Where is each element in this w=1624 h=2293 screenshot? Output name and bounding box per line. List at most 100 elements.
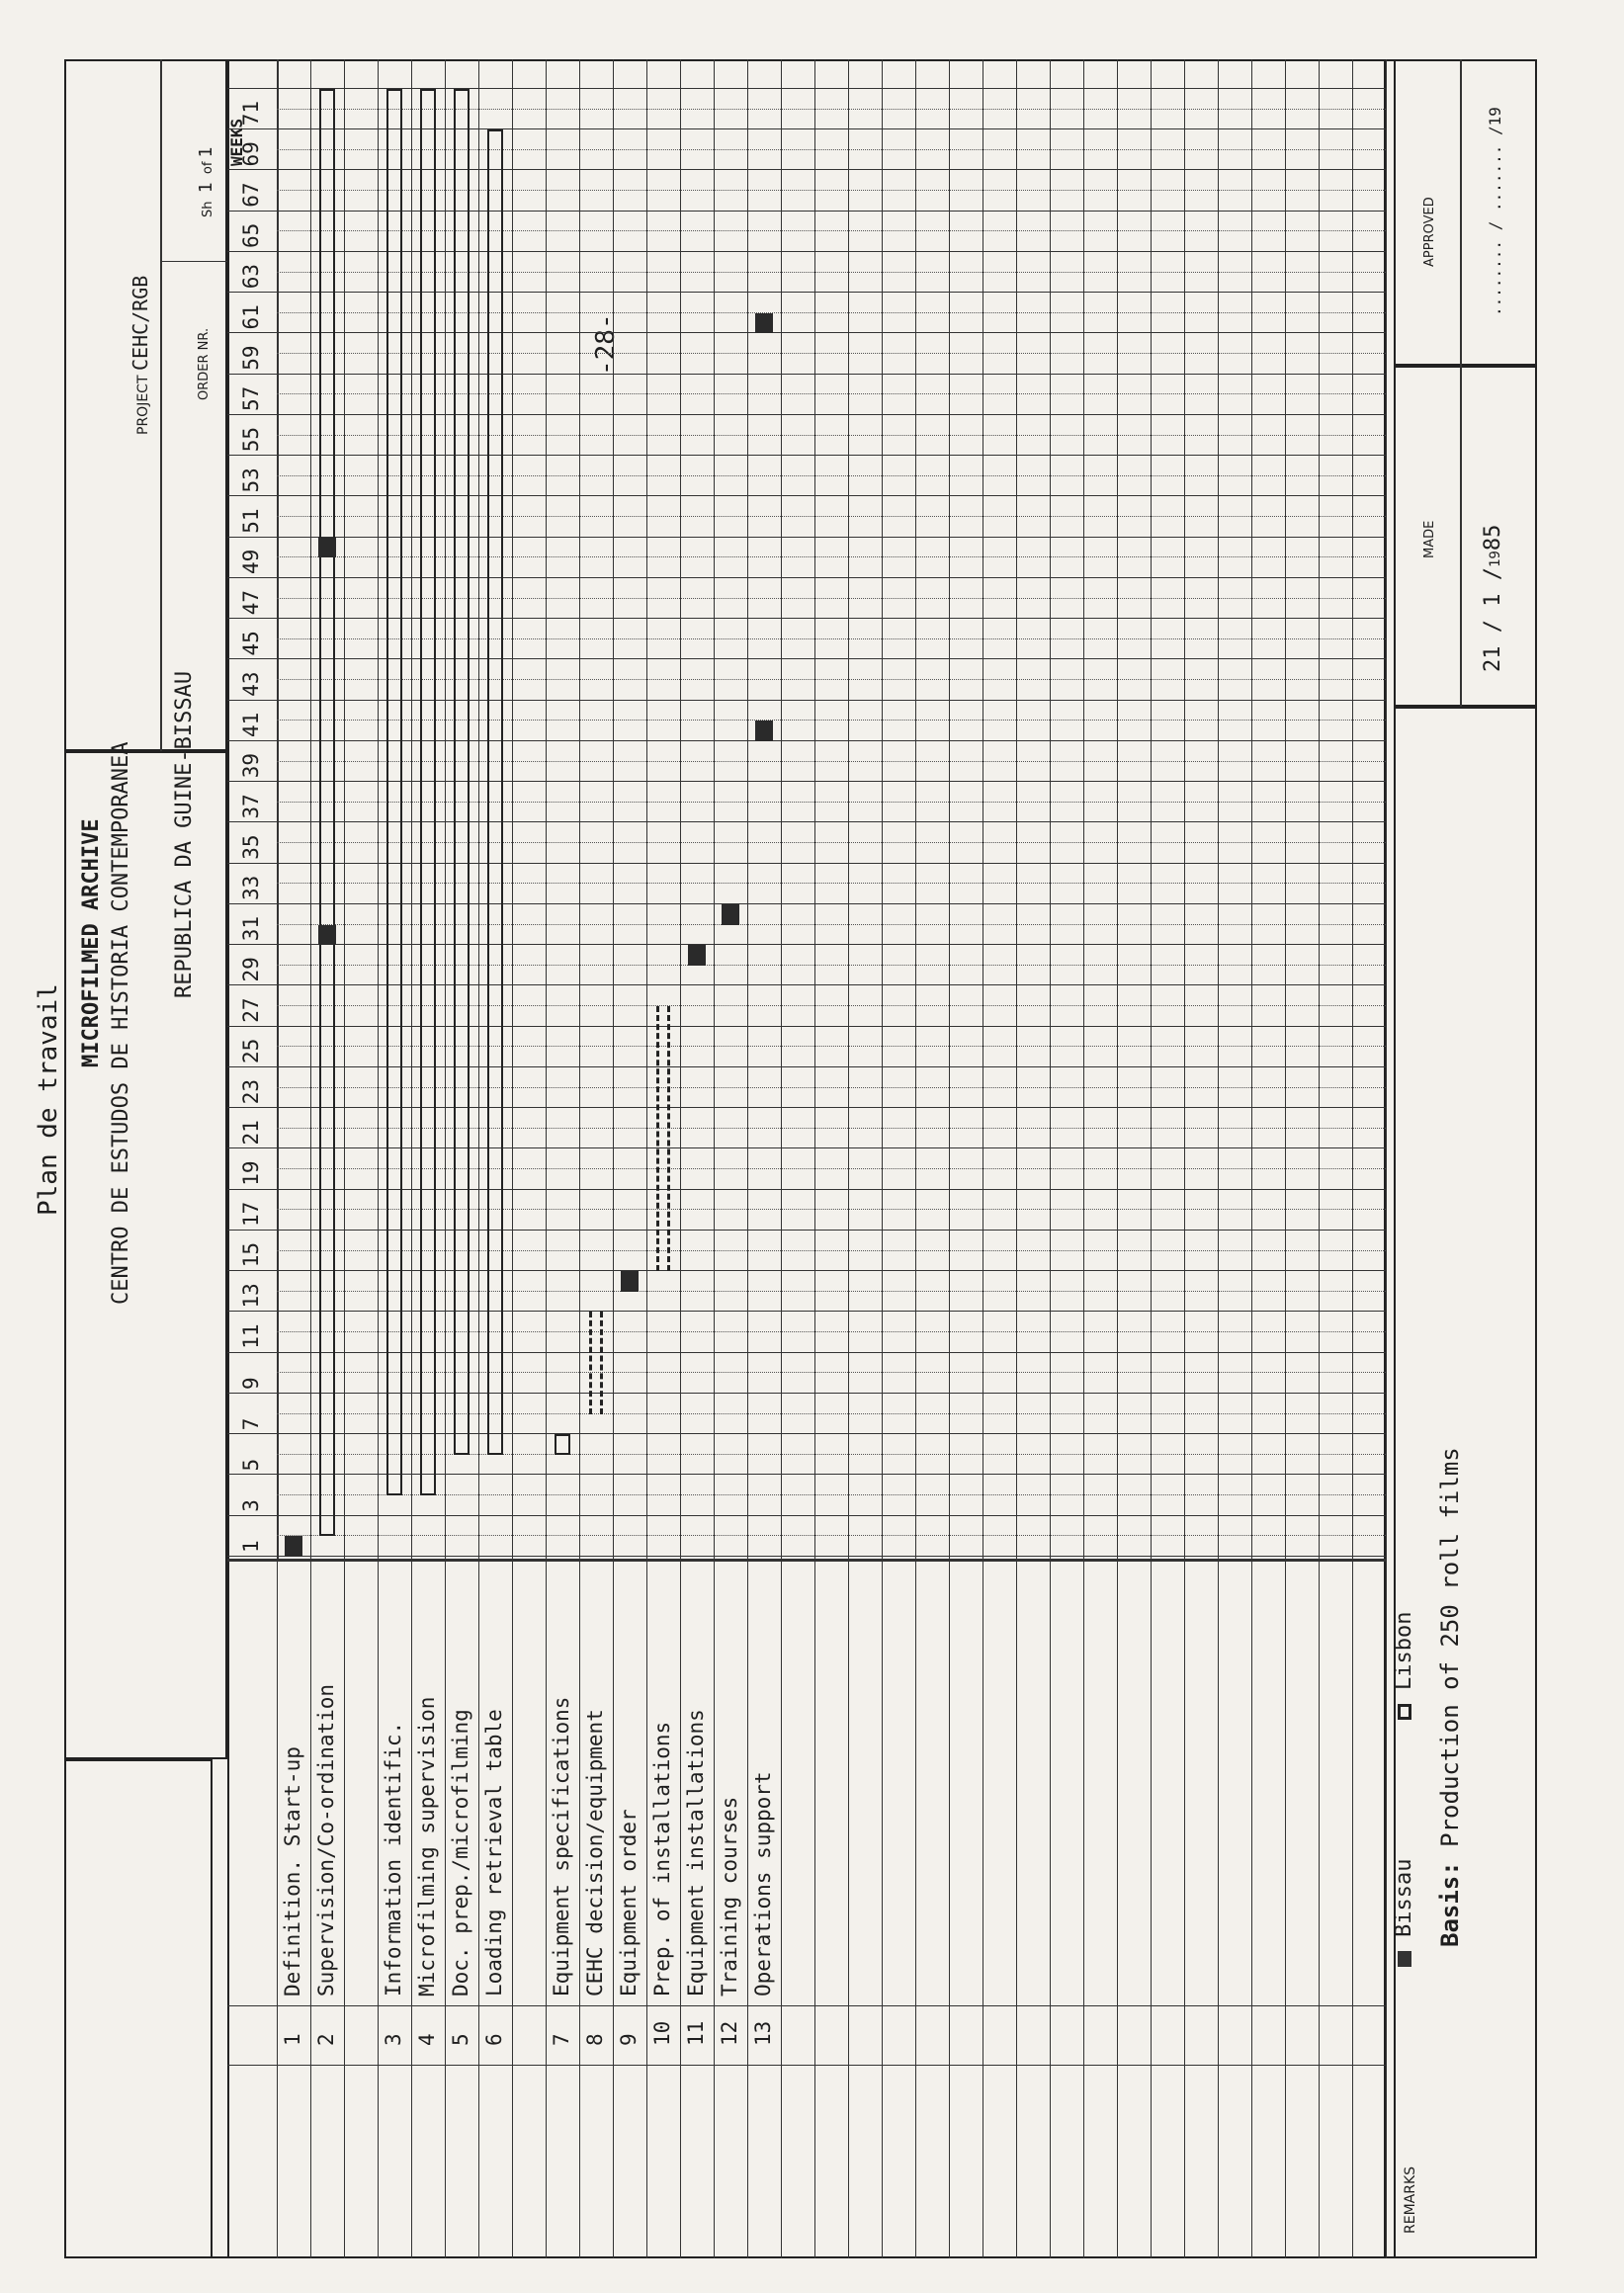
week-label: 59 xyxy=(239,345,263,371)
week-subline xyxy=(277,1453,1386,1455)
week-subline xyxy=(277,474,1386,476)
week-subline xyxy=(277,190,1386,192)
week-label: 3 xyxy=(239,1499,263,1512)
week-subline xyxy=(277,516,1386,518)
approved-date: ........ / ....... /19 xyxy=(1486,107,1504,316)
week-line xyxy=(227,1556,1386,1557)
row-line xyxy=(781,59,782,2258)
chart-start-line xyxy=(227,1559,1386,1562)
week-subline xyxy=(277,1290,1386,1292)
weeks-header: WEEKS xyxy=(227,118,246,166)
row-line xyxy=(1184,59,1185,2258)
gantt-bar-bissau xyxy=(755,312,773,334)
row-line xyxy=(1352,59,1353,2258)
made-box xyxy=(1394,366,1537,707)
week-label: 43 xyxy=(239,671,263,697)
week-label: 5 xyxy=(239,1458,263,1472)
row-line xyxy=(1251,59,1252,2258)
task-number: 5 xyxy=(449,2033,472,2046)
gantt-bar-lisbon xyxy=(487,129,503,1455)
approved-label: APPROVED xyxy=(1422,197,1437,267)
week-label: 61 xyxy=(239,304,263,330)
gantt-bar-bissau xyxy=(318,537,336,558)
week-label: 13 xyxy=(239,1283,263,1309)
week-label: 11 xyxy=(239,1323,263,1349)
week-subline xyxy=(277,393,1386,395)
week-subline xyxy=(277,148,1386,150)
week-subline xyxy=(277,1494,1386,1496)
row-line xyxy=(1117,59,1118,2258)
task-number: 11 xyxy=(684,2020,708,2046)
gantt-bar-lisbon xyxy=(454,89,470,1455)
week-subline xyxy=(277,353,1386,355)
week-label: 51 xyxy=(239,508,263,534)
task-label: Microfilming supervision xyxy=(415,1696,439,1996)
task-label: CEHC decision/equipment xyxy=(583,1709,607,1996)
week-label: 65 xyxy=(239,222,263,248)
order-label: ORDER NR. xyxy=(197,327,212,400)
task-label: Training courses xyxy=(718,1796,741,1996)
task-number: 1 xyxy=(281,2033,304,2046)
week-line xyxy=(227,1514,1386,1516)
week-label: 57 xyxy=(239,385,263,411)
gantt-bar-lisbon xyxy=(319,89,335,1537)
week-label: 45 xyxy=(239,631,263,656)
week-label: 25 xyxy=(239,1038,263,1063)
row-line xyxy=(411,59,412,2258)
gantt-bar-bissau xyxy=(688,945,706,966)
row-line xyxy=(1151,59,1152,2258)
bissau-swatch-icon xyxy=(1398,1951,1411,1967)
task-label: Doc. prep./microfilming xyxy=(449,1709,472,1996)
week-subline xyxy=(277,883,1386,885)
task-label: Supervision/Co-ordination xyxy=(314,1683,338,1996)
number-column-line xyxy=(227,2065,1386,2066)
row-line xyxy=(310,59,311,2258)
gantt-bar-lisbon xyxy=(420,89,436,1496)
gantt-bar-bissau xyxy=(285,1536,302,1557)
task-label: Operations support xyxy=(751,1771,775,1996)
task-number: 4 xyxy=(415,2033,439,2046)
basis-note: Basis: Production of 250 roll films xyxy=(1436,1447,1464,1947)
gantt-bar-dashed xyxy=(589,1312,603,1414)
row-line xyxy=(1083,59,1084,2258)
task-number: 9 xyxy=(617,2033,641,2046)
week-subline xyxy=(277,108,1386,110)
doc-title: MICROFILMED ARCHIVE xyxy=(79,818,104,1067)
week-label: 27 xyxy=(239,997,263,1023)
task-label: Equipment specifications xyxy=(550,1696,573,1996)
legend-lisbon: Lisbon xyxy=(1392,1612,1416,1720)
week-label: 39 xyxy=(239,752,263,779)
week-label: 31 xyxy=(239,915,263,942)
week-subline xyxy=(277,1086,1386,1088)
week-label: 67 xyxy=(239,182,263,208)
week-label: 9 xyxy=(239,1377,263,1390)
week-label: 37 xyxy=(239,794,263,819)
row-line xyxy=(680,59,681,2258)
approved-box xyxy=(1394,59,1537,366)
week-subline xyxy=(277,1127,1386,1129)
week-subline xyxy=(277,923,1386,925)
row-line xyxy=(579,59,580,2258)
task-label: Equipment installations xyxy=(684,1709,708,1996)
gantt-bar-bissau xyxy=(722,904,739,925)
week-label: 7 xyxy=(239,1417,263,1431)
row-line xyxy=(882,59,883,2258)
made-divider xyxy=(1460,59,1462,707)
gantt-bar-bissau xyxy=(755,721,773,741)
row-line xyxy=(848,59,849,2258)
task-number: 2 xyxy=(314,2033,338,2046)
row-line xyxy=(1319,59,1320,2258)
week-subline xyxy=(277,1412,1386,1414)
row-line xyxy=(1016,59,1017,2258)
row-line xyxy=(1050,59,1051,2258)
task-number: 10 xyxy=(650,2020,674,2046)
week-label: 55 xyxy=(239,426,263,453)
week-subline xyxy=(277,801,1386,803)
gantt-bar-dashed xyxy=(656,1006,670,1272)
country-name: REPUBLICA DA GUINE-BISSAU xyxy=(172,670,197,998)
row-line xyxy=(512,59,513,2258)
row-line xyxy=(1218,59,1219,2258)
week-subline xyxy=(277,1209,1386,1211)
task-number: 7 xyxy=(550,2033,573,2046)
row-line xyxy=(546,59,547,2258)
